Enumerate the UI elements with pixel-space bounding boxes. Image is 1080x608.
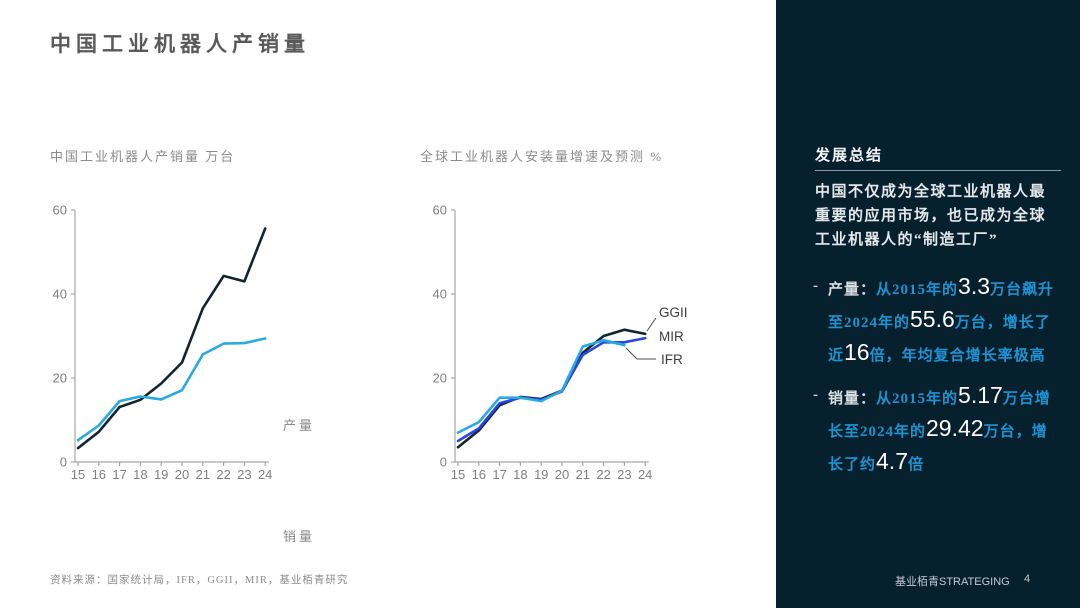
svg-text:15: 15	[71, 467, 85, 482]
ggii-leader-line	[646, 317, 657, 332]
svg-text:19: 19	[154, 467, 168, 482]
left-chart-subtitle: 中国工业机器人产销量 万台	[50, 149, 236, 164]
summary-paragraph: 中国不仅成为全球工业机器人最重要的应用市场，也已成为全球工业机器人的“制造工厂”	[815, 184, 1047, 248]
page-number: 4	[1024, 573, 1031, 585]
svg-text:60: 60	[433, 203, 447, 218]
svg-text:40: 40	[433, 287, 447, 302]
global-robot-chart-canvas: 0 20 40 60 15 16 17 18 19 20 21 22 23 24	[433, 203, 657, 482]
svg-text:23: 23	[617, 467, 631, 482]
ifr-series-label: IFR	[661, 352, 683, 367]
svg-text:18: 18	[133, 467, 147, 482]
svg-text:21: 21	[576, 467, 590, 482]
sales-bullet-text: 销量：从2015年的5.17万台增长至2024年的29.42万台，增长了约4.7…	[828, 382, 1051, 474]
sales-bullet: - 销量：从2015年的5.17万台增长至2024年的29.42万台，增长了约4…	[813, 381, 1061, 480]
ifr-leader-line	[625, 347, 656, 360]
svg-text:20: 20	[555, 467, 569, 482]
china-robot-chart-canvas: 0 20 40 60 15 16 17 18 19 20 21 22 23 24	[53, 203, 273, 483]
svg-text:22: 22	[216, 467, 230, 482]
svg-text:24: 24	[638, 467, 652, 482]
svg-text:22: 22	[596, 467, 610, 482]
production-bullet: - 产量：从2015年的3.3万台飙升至2024年的55.6万台，增长了近16倍…	[813, 272, 1061, 371]
svg-text:24: 24	[258, 467, 272, 482]
svg-text:19: 19	[534, 467, 548, 482]
bullet-dash: -	[813, 387, 818, 403]
right-chart-subtitle: 全球工业机器人安装量增速及预测 %	[420, 149, 664, 164]
summary-header: 发展总结	[815, 148, 884, 164]
svg-text:18: 18	[513, 467, 527, 482]
svg-text:20: 20	[175, 467, 189, 482]
source-note: 资料来源：国家统计局，IFR，GGII，MIR，基业栢青研究	[50, 575, 349, 586]
svg-text:0: 0	[440, 455, 447, 470]
brand-footer: 基业栢青STRATEGING	[895, 576, 1010, 588]
global-robot-chart: 0 20 40 60 15 16 17 18 19 20 21 22 23 24 GGII MIR IFR	[420, 195, 710, 495]
svg-text:21: 21	[196, 467, 210, 482]
page-title: 中国工业机器人产销量	[50, 32, 310, 56]
svg-text:20: 20	[53, 371, 67, 386]
mir-series-label: MIR	[659, 329, 684, 344]
sales-series-label: 销量	[283, 529, 316, 544]
svg-text:16: 16	[472, 467, 486, 482]
ggii-series-label: GGII	[659, 305, 688, 320]
production-series-label: 产量	[283, 418, 316, 433]
summary-bullet-list: - 产量：从2015年的3.3万台飙升至2024年的55.6万台，增长了近16倍…	[813, 272, 1061, 490]
svg-text:20: 20	[433, 371, 447, 386]
svg-text:15: 15	[451, 467, 465, 482]
svg-text:23: 23	[237, 467, 251, 482]
svg-text:60: 60	[53, 203, 67, 218]
summary-sidebar: 发展总结 中国不仅成为全球工业机器人最重要的应用市场，也已成为全球工业机器人的“…	[776, 0, 1080, 608]
summary-header-rule	[815, 170, 1061, 171]
svg-text:0: 0	[60, 455, 67, 470]
bullet-dash: -	[813, 278, 818, 294]
production-bullet-text: 产量：从2015年的3.3万台飙升至2024年的55.6万台，增长了近16倍，年…	[828, 273, 1055, 365]
svg-text:17: 17	[492, 467, 506, 482]
svg-text:40: 40	[53, 287, 67, 302]
svg-text:16: 16	[92, 467, 106, 482]
china-robot-chart: 0 20 40 60 15 16 17 18 19 20 21 22 23 24 产量 销量	[40, 195, 330, 545]
svg-text:17: 17	[112, 467, 126, 482]
